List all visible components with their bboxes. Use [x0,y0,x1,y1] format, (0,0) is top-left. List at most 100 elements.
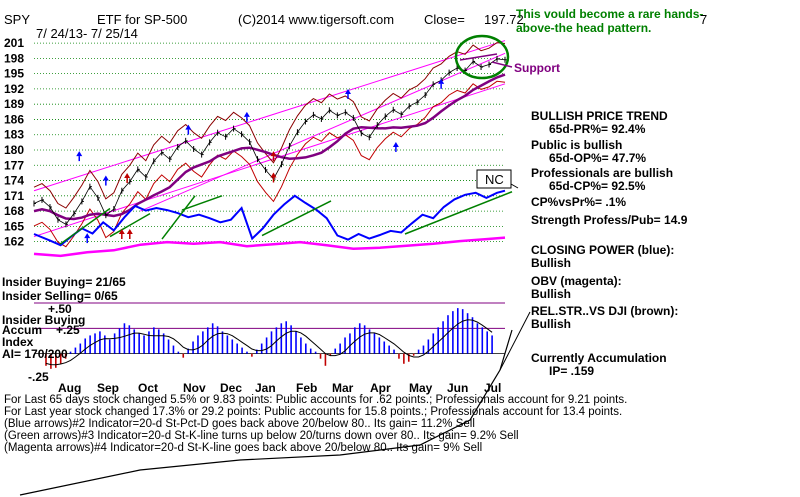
x-tick-label: Jan [255,381,276,395]
footer-line-2: For Last year stock changed 17.3% or 29.… [4,406,622,418]
y-tick-label: 201 [4,36,24,50]
y-tick-label: 183 [4,128,24,142]
trend-line [404,191,513,235]
nc-pointer [510,183,519,189]
prof-bullish: Professionals are bullish [531,166,673,180]
x-tick-label: Apr [370,381,391,395]
closing-power-line [33,189,506,247]
close-value: 197.72 [484,12,524,27]
x-tick-label: May [409,381,433,395]
x-tick-label: Jun [447,381,468,395]
signal-arrow [102,175,109,181]
signal-arrow [118,229,125,234]
signal-arrow [185,124,192,130]
cp-value: 65d-CP%= 92.5% [549,179,646,193]
moving-average [33,73,506,221]
footer-line-5: (Magenta arrows)#4 Indicator=20-d St-K-l… [4,442,482,454]
y-tick-label: 180 [4,143,24,157]
obv-line [33,236,506,258]
insider-selling: Insider Selling= 0/65 [2,289,118,303]
signal-arrow [243,111,250,117]
signal-arrow [438,78,445,84]
index-label: Index [2,335,34,349]
channel-upper [33,40,506,192]
insider-buying: Insider Buying= 21/65 [2,275,126,289]
chart-title: ETF for SP-500 [97,12,187,27]
accum-label: Accum [2,323,42,337]
relstr-label: REL.STR..VS DJI (brown): [531,304,678,318]
signal-arrow [84,233,91,239]
op-value: 65d-OP%= 47.7% [549,151,646,165]
upper-band [33,42,506,209]
y-tick-label: 195 [4,67,24,81]
public-bullish: Public is bullish [531,138,622,152]
x-tick-label: Dec [220,381,242,395]
series [33,42,513,258]
acc-plus50: +.50 [48,302,72,316]
obv-label: OBV (magenta): [531,274,622,288]
acc-moving-average [45,319,493,366]
closing-power-label: CLOSING POWER (blue): [531,243,674,257]
y-tick-label: 174 [4,174,24,188]
annotation-top-line1: This vould become a rare hands- [516,7,703,21]
x-tick-label: Feb [296,381,317,395]
signal-arrow [126,229,133,234]
relstr-value: Bullish [531,317,571,331]
lower-band [33,80,506,248]
y-tick-label: 168 [4,204,24,218]
footer-line-1: For Last 65 days stock changed 5.5% or 9… [4,394,627,406]
acc-plus25: +.25 [56,323,80,337]
strength-value: Strength Profess/Pub= 14.9 [531,213,688,227]
footer-line-3: (Blue arrows)#2 Indicator=20-d St-Pct-D … [4,418,475,430]
x-tick-label: Jul [484,381,501,395]
x-tick-label: Nov [183,381,206,395]
bullish-trend: BULLISH PRICE TREND [531,109,668,123]
signal-arrow [270,172,277,178]
support-pointer [491,61,513,68]
ai-value: AI= 170/200 [2,347,68,361]
annotation-top-line2: above-the head pattern. [516,21,651,35]
trend-line [181,195,223,211]
acc-minus25: -.25 [28,370,49,384]
x-tick-label: Aug [58,381,81,395]
current-accumulation: Currently Accumulation [531,351,667,365]
y-tick-label: 171 [4,189,24,203]
signal-arrow [76,151,83,157]
x-tick-label: Mar [332,381,354,395]
insider-buying-2: Insider Buying [2,313,85,327]
relstr-line [19,329,513,496]
nc-label: NC [485,172,504,187]
close-label: Close= [424,12,465,27]
trend-line [261,200,332,237]
x-tick-label: Oct [138,381,158,395]
ticker-label: SPY [4,12,30,27]
y-tick-label: 189 [4,97,24,111]
nc-box [476,169,512,189]
relstr-pointer [499,311,531,371]
trend-line [161,195,196,240]
signal-arrow [124,173,131,178]
ip-value: IP= .159 [549,364,594,378]
y-tick-label: 198 [4,51,24,65]
cpvspr-value: CP%vsPr%= .1% [531,195,626,209]
date-range: 7/ 24/13- 7/ 25/14 [36,26,138,41]
closing-power-value: Bullish [531,256,571,270]
y-tick-label: 192 [4,82,24,96]
channel-lines [33,40,506,238]
y-tick-label: 186 [4,112,24,126]
y-tick-label: 177 [4,158,24,172]
pr-value: 65d-PR%= 92.4% [549,122,646,136]
trend-line [109,212,151,238]
y-tick-label: 165 [4,219,24,233]
channel-lower [33,83,506,238]
y-tick-label: 162 [4,235,24,249]
x-axis: Aug Sep Oct Nov Dec Jan Feb Mar Apr May Jun Jul [58,381,501,395]
signal-arrow [270,151,277,157]
signal-arrow [345,89,351,94]
x-tick-label: Sep [97,381,119,395]
accumulation-panel [19,302,531,496]
footer-line-4: (Green arrows)#3 Indicator=20-d St-K-lin… [4,430,519,442]
price-line [33,58,506,225]
